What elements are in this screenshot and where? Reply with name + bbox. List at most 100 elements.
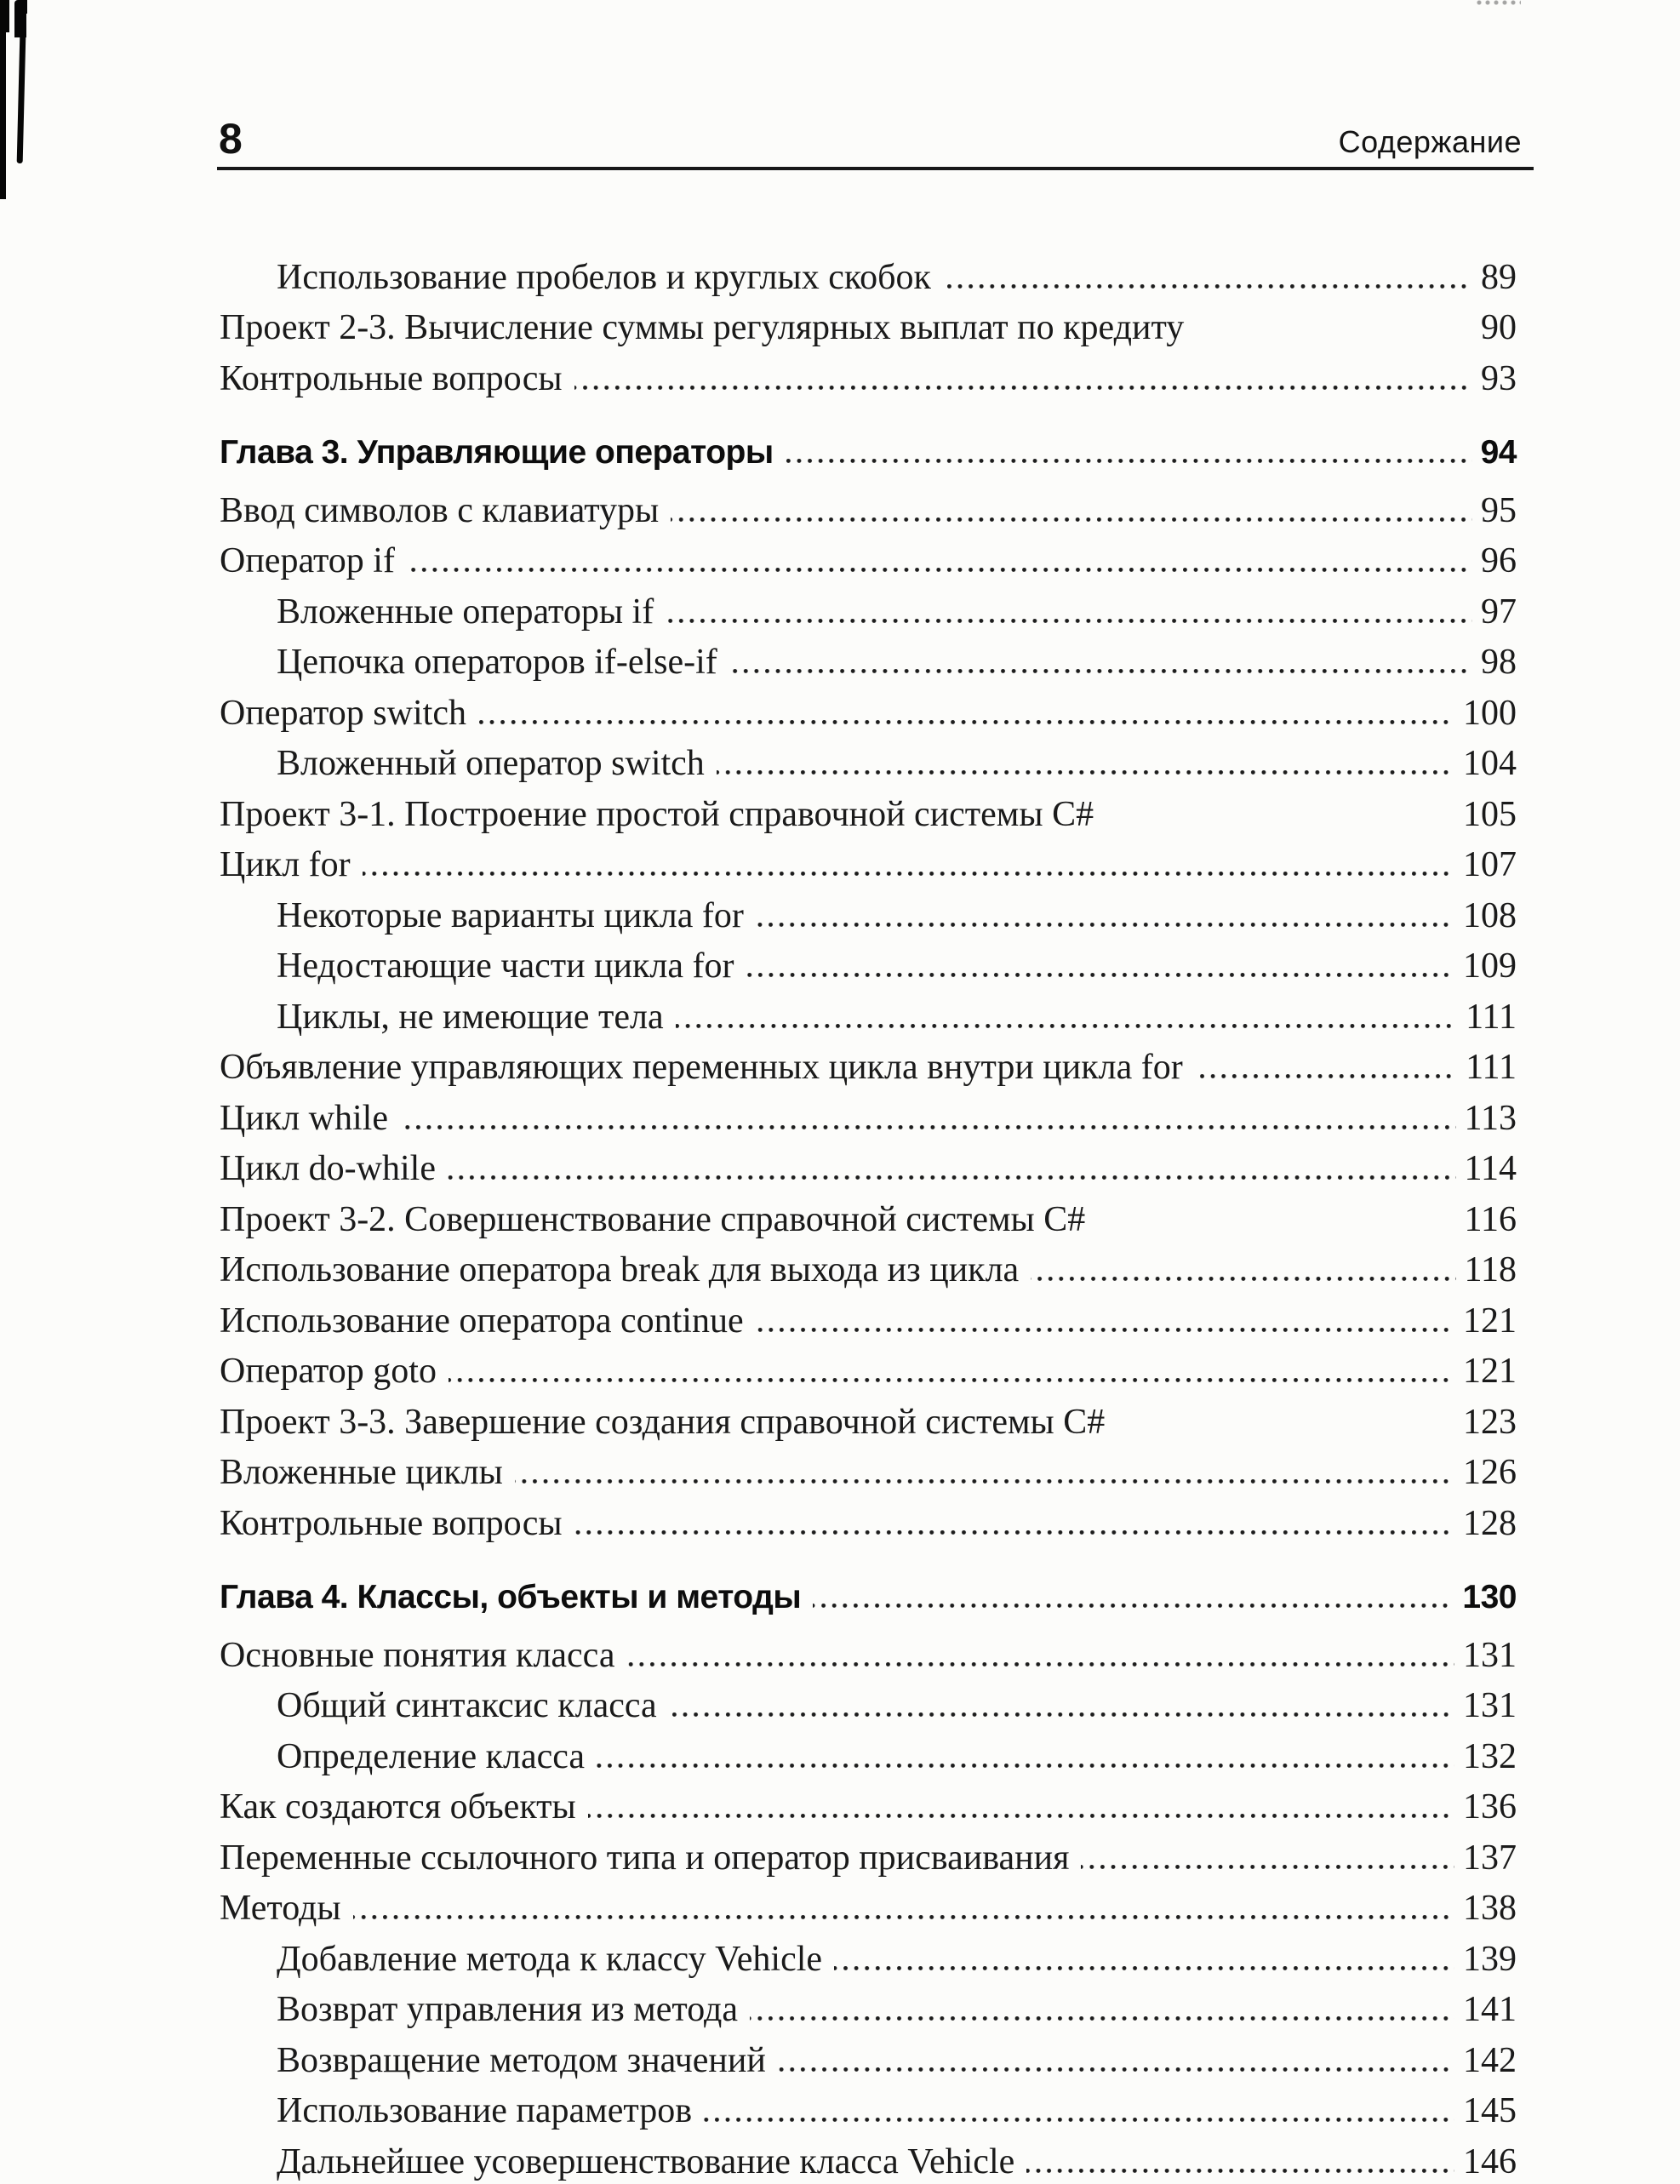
toc-entry-page: 145 [1463,2091,1517,2130]
dot-leader [813,1603,1454,1608]
toc-row: Объявление управляющих переменных цикла … [220,1035,1517,1087]
toc-entry-page: 141 [1463,1990,1517,2029]
dot-leader [716,770,1454,775]
dot-leader [755,922,1454,927]
toc-entry-label: Добавление метода к классу Vehicle [277,1939,823,1979]
toc-entry-page: 123 [1463,1402,1517,1442]
toc-row: Проект 3-2. Совершенствование справочной… [220,1186,1517,1238]
toc-entry-label: Как создаются объекты [220,1787,576,1827]
dot-leader [1081,1864,1454,1869]
toc-entry-label: Цикл for [220,845,351,884]
toc-row: Вложенные операторы if 97 [220,579,1517,630]
toc-entry-page: 142 [1463,2040,1517,2080]
toc-row: Цикл while 113 [220,1085,1517,1136]
toc-row: Цикл do-while 114 [220,1136,1517,1188]
toc-entry-page: 89 [1481,257,1517,297]
toc-entry-page: 97 [1481,592,1517,632]
dot-leader [834,1965,1454,1970]
toc-row: Возврат управления из метода 141 [220,1977,1517,2029]
toc-entry-page: 105 [1463,794,1517,834]
toc-row: Контрольные вопросы 128 [220,1490,1517,1541]
toc-chapter-row: Глава 4. Классы, объекты и методы 130 [220,1564,1517,1615]
dot-leader [477,719,1454,724]
dot-leader [668,1712,1454,1717]
dot-leader [704,2118,1454,2122]
page-header: 8 Содержание [217,0,1534,170]
toc-entry-page: 131 [1463,1686,1517,1725]
toc-row: Циклы, не имеющие тела 111 [220,984,1517,1035]
toc-list: Использование пробелов и круглых скобок 8… [220,244,1517,2180]
toc-entry-page: 96 [1481,541,1517,580]
toc-row: Проект 2-3. Вычисление суммы регулярных … [220,295,1517,346]
toc-entry-page: 107 [1463,845,1517,884]
toc-entry-page: 116 [1464,1199,1517,1239]
toc-row: Вложенные циклы 126 [220,1440,1517,1492]
dot-leader [1194,1074,1458,1078]
toc-entry-page: 93 [1481,358,1517,398]
toc-row: Использование параметров 145 [220,2078,1517,2130]
toc-entry-label: Переменные ссылочного типа и оператор пр… [220,1838,1070,1878]
toc-entry-label: Возврат управления из метода [277,1990,739,2029]
dot-leader [1026,2168,1454,2173]
toc-entry-page: 146 [1463,2141,1517,2181]
toc-entry-page: 113 [1464,1098,1517,1138]
toc-entry-label: Ввод символов с клавиатуры [220,490,660,530]
toc-entry-label: Оператор switch [220,693,466,733]
toc-entry-label: Цепочка операторов if-else-if [277,643,717,682]
toc-entry-label: Методы [220,1889,341,1928]
dot-leader [942,283,1472,289]
toc-row: Методы 138 [220,1876,1517,1928]
toc-entry-label: Проект 3-3. Завершение создания справочн… [220,1402,1106,1442]
dot-leader [574,385,1472,390]
dot-leader [755,1327,1454,1332]
toc-entry-page: 94 [1480,434,1517,471]
dot-leader [777,2067,1454,2072]
dot-leader [746,973,1454,977]
toc-entry-label: Общий синтаксис класса [277,1686,657,1725]
toc-row: Цикл for 107 [220,832,1517,883]
toc-entry-page: 121 [1463,1352,1517,1391]
scan-artifact-bottom-blob [14,0,26,37]
toc-entry-label: Вложенные циклы [220,1453,503,1492]
toc-entry-page: 130 [1462,1579,1517,1615]
toc-row: Ввод символов с клавиатуры 95 [220,477,1517,529]
toc-entry-label: Основные понятия класса [220,1635,615,1675]
dot-leader [626,1661,1454,1667]
toc-entry-label: Циклы, не имеющие тела [277,997,664,1037]
toc-entry-label: Некоторые варианты цикла for [277,895,744,935]
toc-row: Проект 3-3. Завершение создания справочн… [220,1389,1517,1440]
toc-row: Вложенный оператор switch 104 [220,731,1517,783]
toc-entry-label: Оператор if [220,541,395,580]
toc-entry-label: Объявление управляющих переменных цикла … [220,1048,1183,1087]
toc-chapter-row: Глава 3. Управляющие операторы 94 [220,419,1517,471]
toc-entry-label: Контрольные вопросы [220,1503,563,1543]
toc-row: Использование пробелов и круглых скобок 8… [220,244,1517,295]
toc-entry-page: 109 [1463,946,1517,986]
dot-leader [399,1124,1456,1129]
toc-row: Переменные ссылочного типа и оператор пр… [220,1825,1517,1876]
toc-row: Возвращение методом значений 142 [220,2027,1517,2078]
toc-entry-page: 100 [1463,693,1517,733]
toc-entry-page: 136 [1463,1787,1517,1827]
scan-artifact-smudge [1477,0,1521,7]
toc-entry-label: Определение класса [277,1736,586,1776]
dot-leader [447,1175,1456,1180]
toc-entry-label: Проект 3-2. Совершенствование справочной… [220,1199,1086,1239]
toc-row: Контрольные вопросы 93 [220,346,1517,397]
toc-entry-label: Вложенный оператор switch [277,744,705,783]
toc-entry-page: 108 [1463,895,1517,935]
page-number: 8 [219,115,243,163]
toc-row: Некоторые варианты цикла for 108 [220,883,1517,934]
toc-entry-page: 114 [1464,1149,1517,1188]
dot-leader [587,1814,1454,1818]
toc-row: Цепочка операторов if-else-if 98 [220,630,1517,682]
toc-entry-label: Дальнейшее усовершенствование класса Veh… [277,2141,1015,2181]
dot-leader [448,1378,1454,1382]
toc-entry-label: Оператор goto [220,1352,437,1391]
scan-artifact-left-bar-end [1,0,6,32]
toc-entry-page: 111 [1466,1048,1517,1087]
toc-entry-label: Использование параметров [277,2091,693,2130]
toc-row: Общий синтаксис класса 131 [220,1673,1517,1724]
toc-entry-page: 131 [1463,1635,1517,1675]
